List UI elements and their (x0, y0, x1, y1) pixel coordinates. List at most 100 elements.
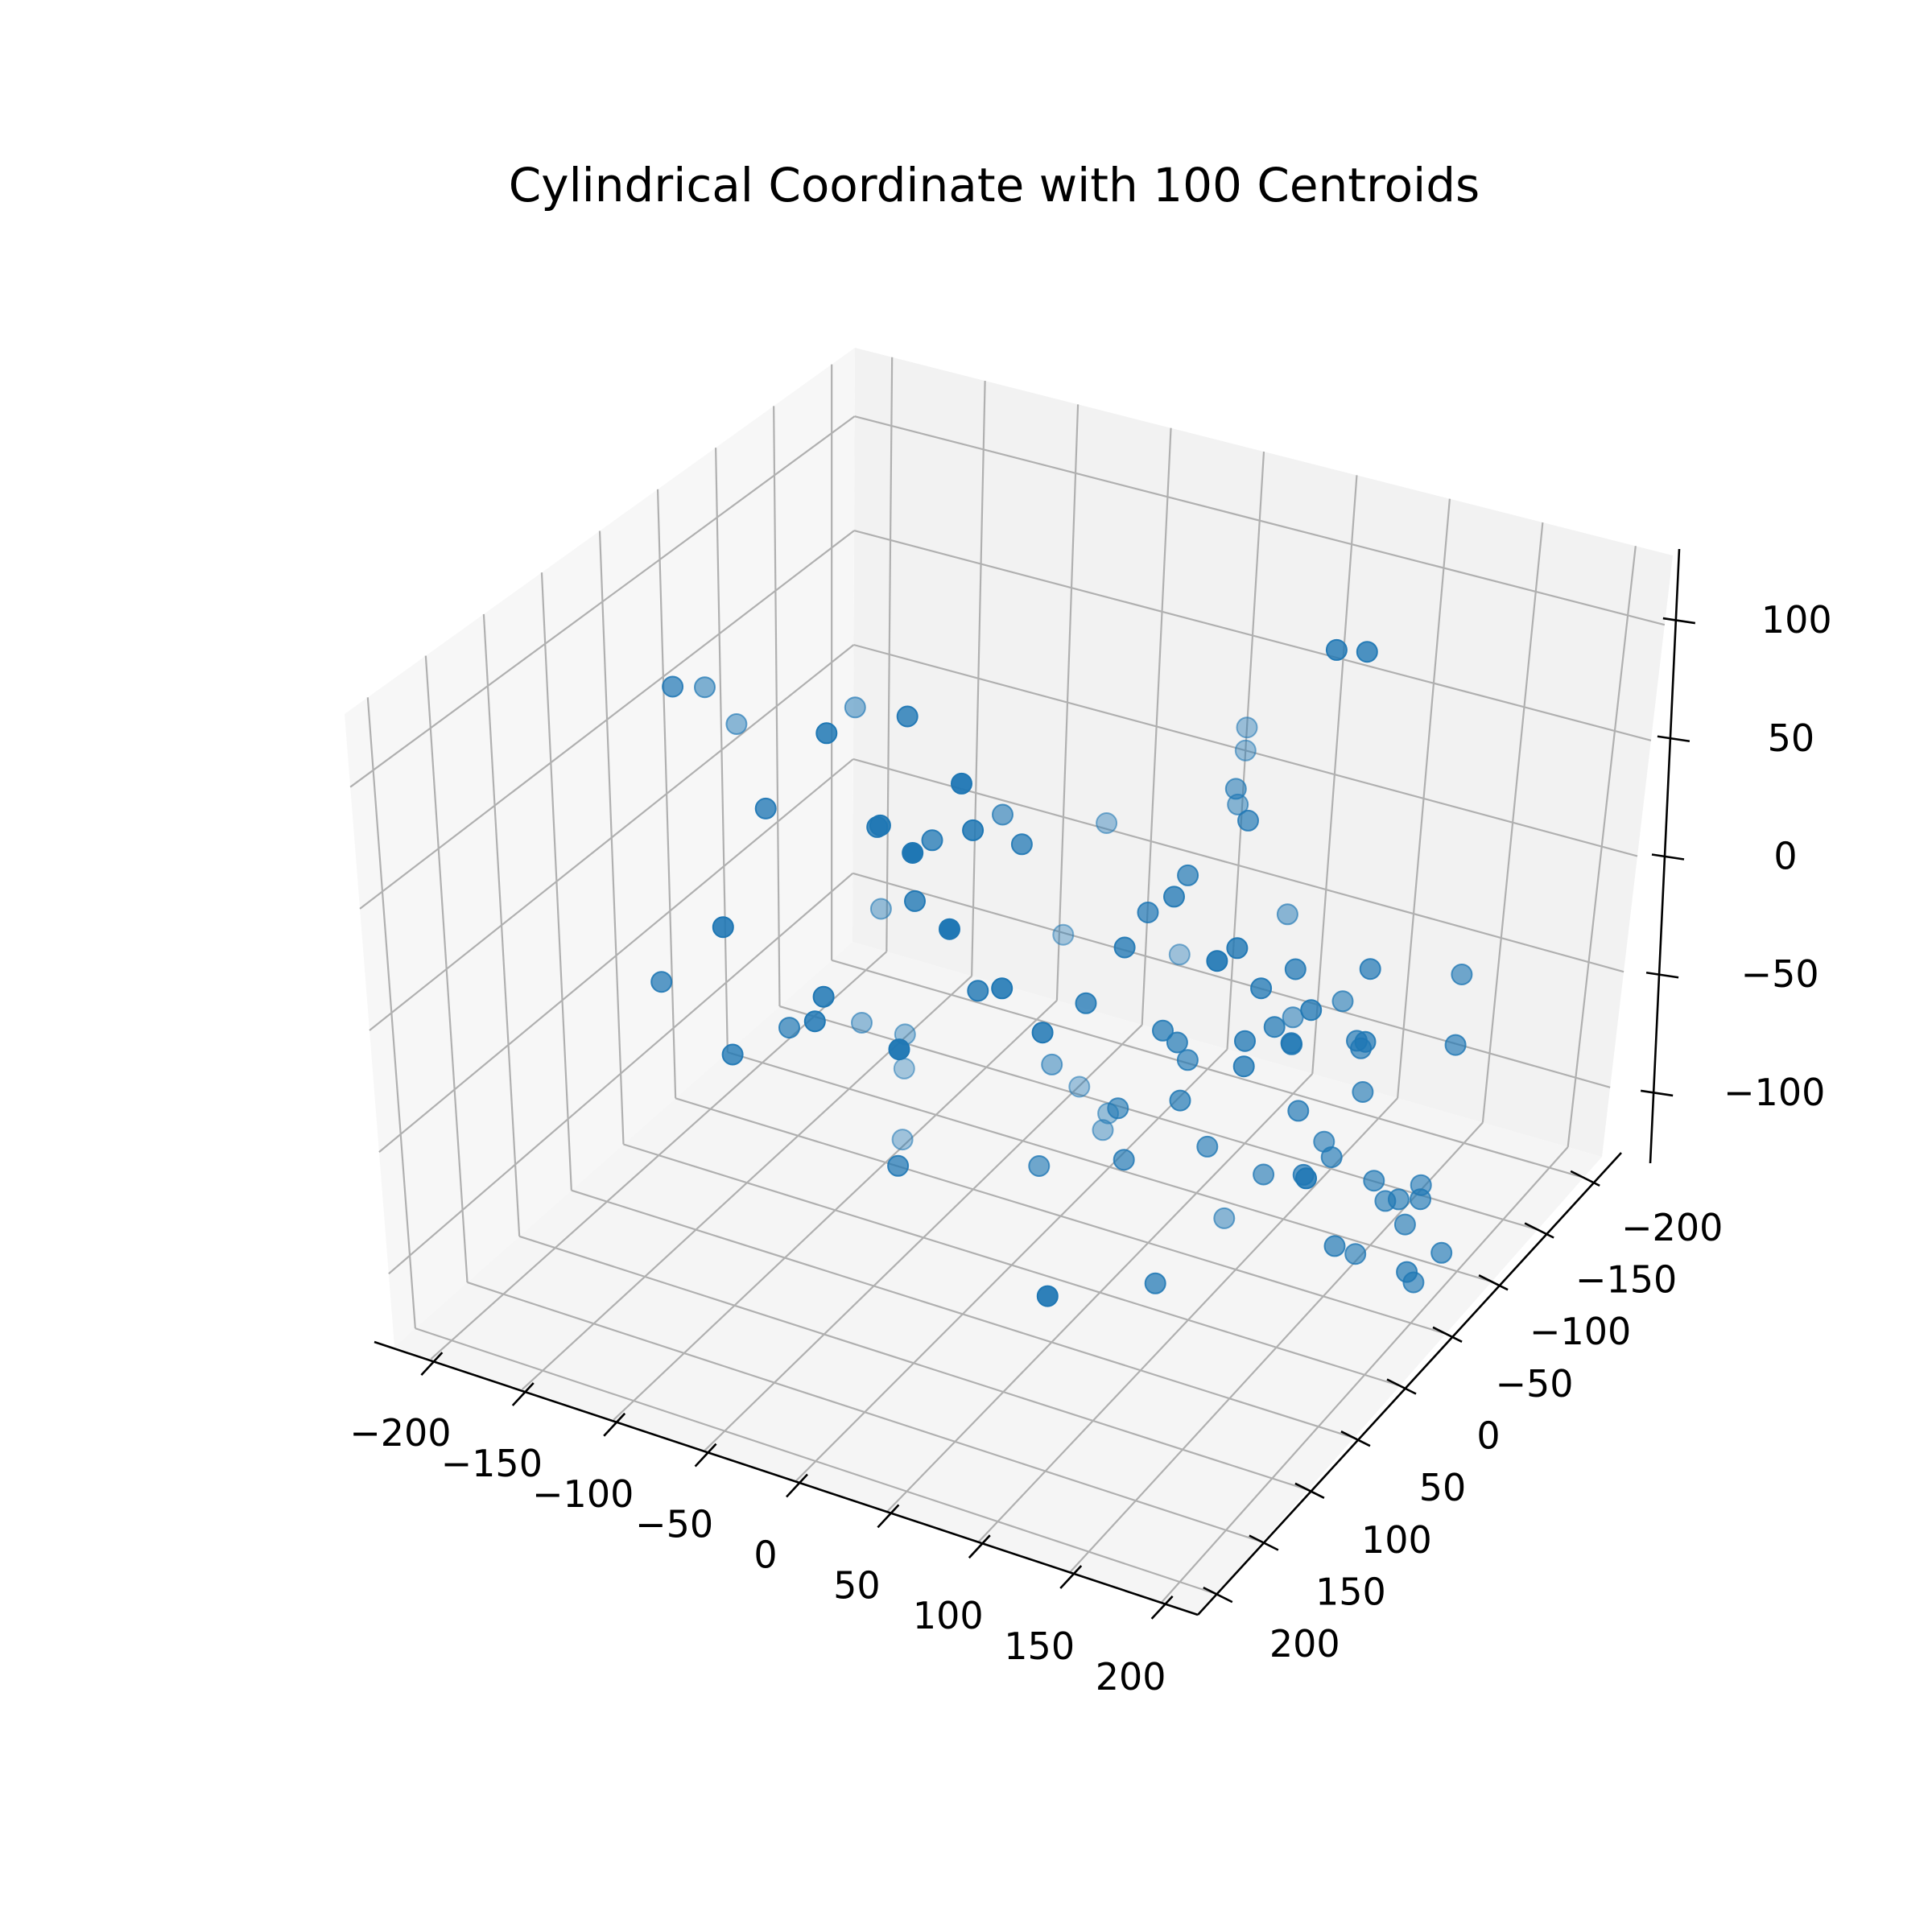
data-point-22 (1137, 902, 1159, 923)
data-point-14 (1206, 950, 1228, 972)
z-tick-label-3: 50 (1768, 716, 1815, 760)
x-tick-6 (968, 1534, 991, 1559)
x-tick-label-7: 150 (1004, 1624, 1075, 1668)
data-point-30 (991, 977, 1013, 1000)
data-point-88 (1396, 1261, 1418, 1283)
data-point-73 (1331, 990, 1354, 1013)
data-point-38 (967, 980, 989, 1002)
data-point-29 (1010, 833, 1033, 856)
data-point-72 (1451, 964, 1473, 985)
data-point-71 (1444, 1034, 1467, 1056)
x-tick-8 (1150, 1595, 1174, 1620)
data-point-24 (1295, 1167, 1317, 1190)
z-tick-label-2: 0 (1773, 835, 1797, 878)
x-tick-0 (420, 1352, 444, 1377)
data-point-19 (1284, 958, 1307, 980)
data-point-13 (803, 1010, 826, 1033)
data-point-81 (1068, 1075, 1091, 1098)
grid-line-back-z-1 (852, 758, 1624, 973)
data-point-15 (1237, 809, 1259, 832)
z-tick-3 (1657, 735, 1690, 743)
y-tick-8 (1203, 1586, 1233, 1604)
y-tick-label-7: 150 (1315, 1571, 1386, 1614)
data-point-39 (1031, 1022, 1054, 1044)
data-point-10 (1356, 641, 1378, 663)
data-point-70 (1359, 958, 1381, 980)
y-tick-label-4: 0 (1476, 1414, 1500, 1458)
data-point-3 (962, 819, 985, 841)
z-tick-label-4: 100 (1761, 598, 1832, 642)
grid-line-side-z-0 (388, 873, 854, 1275)
data-point-20 (1163, 886, 1185, 908)
y-tick-label-6: 100 (1361, 1518, 1432, 1562)
data-point-76 (1287, 1100, 1310, 1122)
grid-line-back-z-2 (853, 643, 1638, 857)
grid-line-back-z-0 (852, 872, 1611, 1088)
grid-line-side-z-2 (369, 644, 855, 1031)
z-tick-2 (1651, 853, 1685, 861)
y-tick-label-2: −100 (1530, 1310, 1631, 1353)
data-point-44 (992, 803, 1013, 826)
data-point-55 (1232, 1055, 1255, 1078)
data-point-31 (921, 829, 943, 852)
data-point-4 (951, 772, 972, 795)
z-tick-label-0: −100 (1724, 1071, 1825, 1114)
data-point-78 (1028, 1155, 1051, 1177)
grid-line-back-z-4 (854, 415, 1666, 626)
y-tick-3 (1432, 1326, 1463, 1344)
y-axis-line (1197, 1152, 1622, 1616)
data-point-49 (1096, 812, 1118, 834)
data-point-47 (1041, 1053, 1063, 1075)
data-point-89 (1320, 1146, 1343, 1168)
x-tick-label-1: −150 (441, 1442, 543, 1485)
data-point-65 (1276, 903, 1298, 926)
grid-line-floor-y-4 (623, 1143, 1401, 1387)
data-point-53 (1354, 1030, 1377, 1053)
data-point-1 (815, 722, 838, 745)
x-tick-label-0: −200 (349, 1411, 451, 1455)
data-point-33 (1075, 992, 1097, 1014)
data-point-63 (869, 898, 892, 920)
axis-ticks: −200−150−100−50050100150200−200−150−100−… (349, 598, 1831, 1699)
data-point-54 (1250, 977, 1273, 1000)
data-point-68 (1113, 1149, 1135, 1171)
data-point-34 (1226, 937, 1249, 960)
y-tick-0 (1570, 1170, 1600, 1187)
x-tick-label-3: −50 (635, 1503, 713, 1546)
data-point-83 (1253, 1163, 1275, 1186)
grid-line-side-z-3 (359, 530, 855, 910)
grid-line-floor-y-2 (727, 1051, 1492, 1283)
data-point-48 (1176, 1049, 1199, 1071)
data-point-32 (1036, 1285, 1059, 1307)
y-tick-label-1: −150 (1575, 1258, 1677, 1302)
y-tick-label-5: 50 (1419, 1466, 1467, 1509)
data-point-36 (1152, 1019, 1174, 1042)
data-point-26 (1280, 1032, 1302, 1055)
data-point-41 (1113, 936, 1136, 959)
data-points (650, 638, 1473, 1307)
data-point-87 (1410, 1188, 1431, 1211)
y-tick-4 (1386, 1378, 1417, 1395)
grid-line-floor-y-7 (467, 1281, 1263, 1543)
data-point-95 (1344, 1243, 1367, 1265)
data-point-80 (1323, 1235, 1346, 1257)
data-point-69 (1107, 1097, 1129, 1120)
data-point-5 (902, 842, 924, 864)
x-tick-label-4: 0 (753, 1534, 777, 1577)
data-point-0 (662, 675, 684, 698)
data-point-9 (754, 797, 777, 819)
data-point-50 (1236, 716, 1258, 739)
y-tick-label-3: −50 (1495, 1362, 1573, 1406)
x-tick-7 (1059, 1565, 1083, 1589)
z-tick-1 (1645, 971, 1679, 979)
data-point-93 (1393, 1213, 1416, 1236)
data-point-79 (893, 1057, 915, 1080)
data-point-99 (1092, 1119, 1114, 1141)
grid-line-floor-y-0 (831, 959, 1584, 1179)
x-axis-line (374, 1340, 1199, 1616)
data-point-62 (1234, 739, 1257, 762)
data-point-37 (721, 1043, 744, 1066)
data-point-21 (1177, 864, 1199, 886)
data-point-11 (1325, 638, 1348, 661)
